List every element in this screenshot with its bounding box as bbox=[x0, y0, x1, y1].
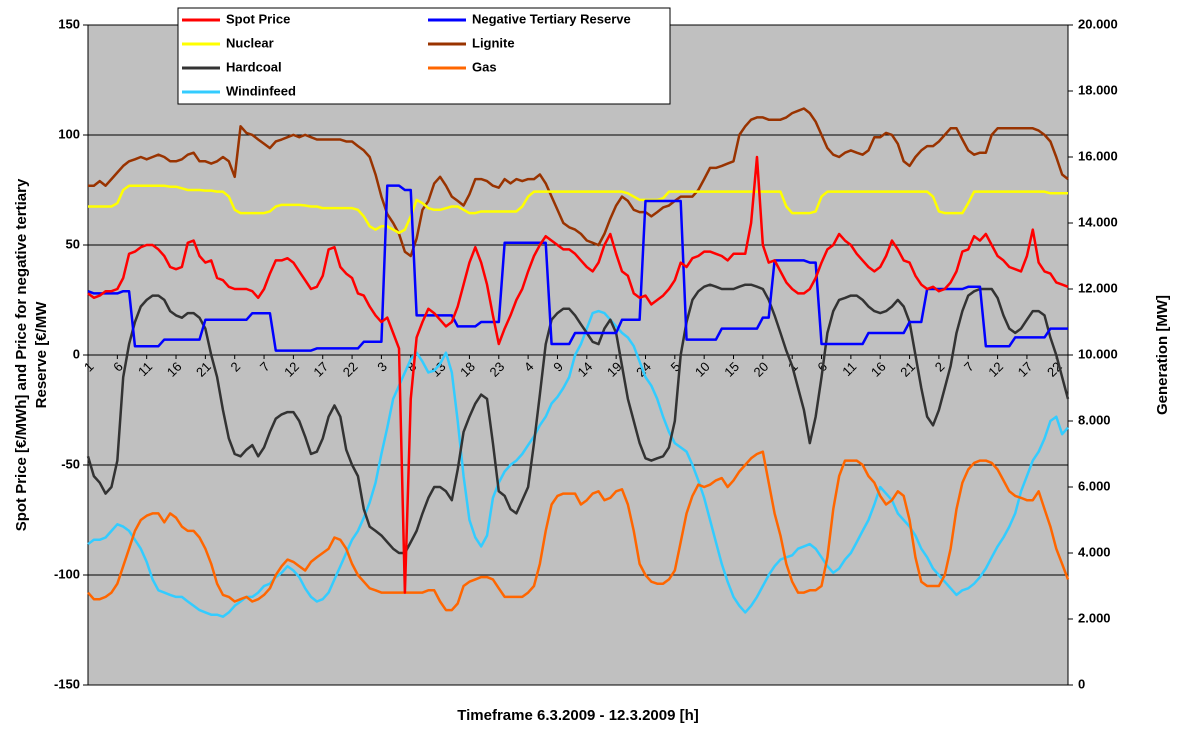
legend-label: Hardcoal bbox=[226, 59, 282, 74]
legend-label: Nuclear bbox=[226, 35, 274, 50]
y2-tick-label: 12.000 bbox=[1078, 280, 1118, 295]
series-line bbox=[87, 184, 1068, 352]
y2-tick-label: 18.000 bbox=[1078, 82, 1118, 97]
series-line bbox=[88, 184, 1068, 235]
legend-label: Gas bbox=[472, 59, 497, 74]
series-line bbox=[87, 450, 1070, 612]
y2-tick-label: 8.000 bbox=[1078, 412, 1111, 427]
legend-label: Windinfeed bbox=[226, 83, 296, 98]
y-axis-title: Spot Price [€/MWh] and Price for negativ… bbox=[13, 178, 30, 531]
legend: Spot Price Negative Tertiary Reserve Nucle… bbox=[177, 7, 671, 105]
series-line bbox=[87, 155, 1069, 594]
series-line bbox=[87, 309, 1069, 618]
y2-tick-label: 0 bbox=[1078, 676, 1085, 691]
x-axis-title: Timeframe 6.3.2009 - 12.3.2009 [h] bbox=[457, 707, 699, 724]
series-line bbox=[86, 283, 1070, 555]
y2-tick-label: 20.000 bbox=[1078, 16, 1118, 31]
legend-label: Spot Price bbox=[226, 11, 290, 26]
legend-label: Lignite bbox=[472, 35, 515, 50]
y2-tick-label: 14.000 bbox=[1078, 214, 1118, 229]
y-axis-title: Reserve [€/MW bbox=[33, 301, 50, 409]
y-tick-label: 50 bbox=[66, 236, 80, 251]
y2-axis-title: Generation [MW] bbox=[1154, 295, 1171, 415]
y2-tick-label: 6.000 bbox=[1078, 478, 1111, 493]
series-line bbox=[88, 107, 1069, 258]
y2-tick-label: 10.000 bbox=[1078, 346, 1118, 361]
y2-tick-label: 4.000 bbox=[1078, 544, 1111, 559]
y-tick-label: -100 bbox=[54, 566, 80, 581]
y2-tick-label: 16.000 bbox=[1078, 148, 1118, 163]
y-tick-label: 100 bbox=[58, 126, 80, 141]
legend-label: Negative Tertiary Reserve bbox=[472, 11, 631, 26]
y-tick-label: -50 bbox=[61, 456, 80, 471]
y2-tick-label: 2.000 bbox=[1078, 610, 1111, 625]
y-tick-label: 0 bbox=[73, 346, 80, 361]
y-tick-label: -150 bbox=[54, 676, 80, 691]
legend-box bbox=[177, 7, 671, 105]
y-tick-label: 150 bbox=[58, 16, 80, 31]
